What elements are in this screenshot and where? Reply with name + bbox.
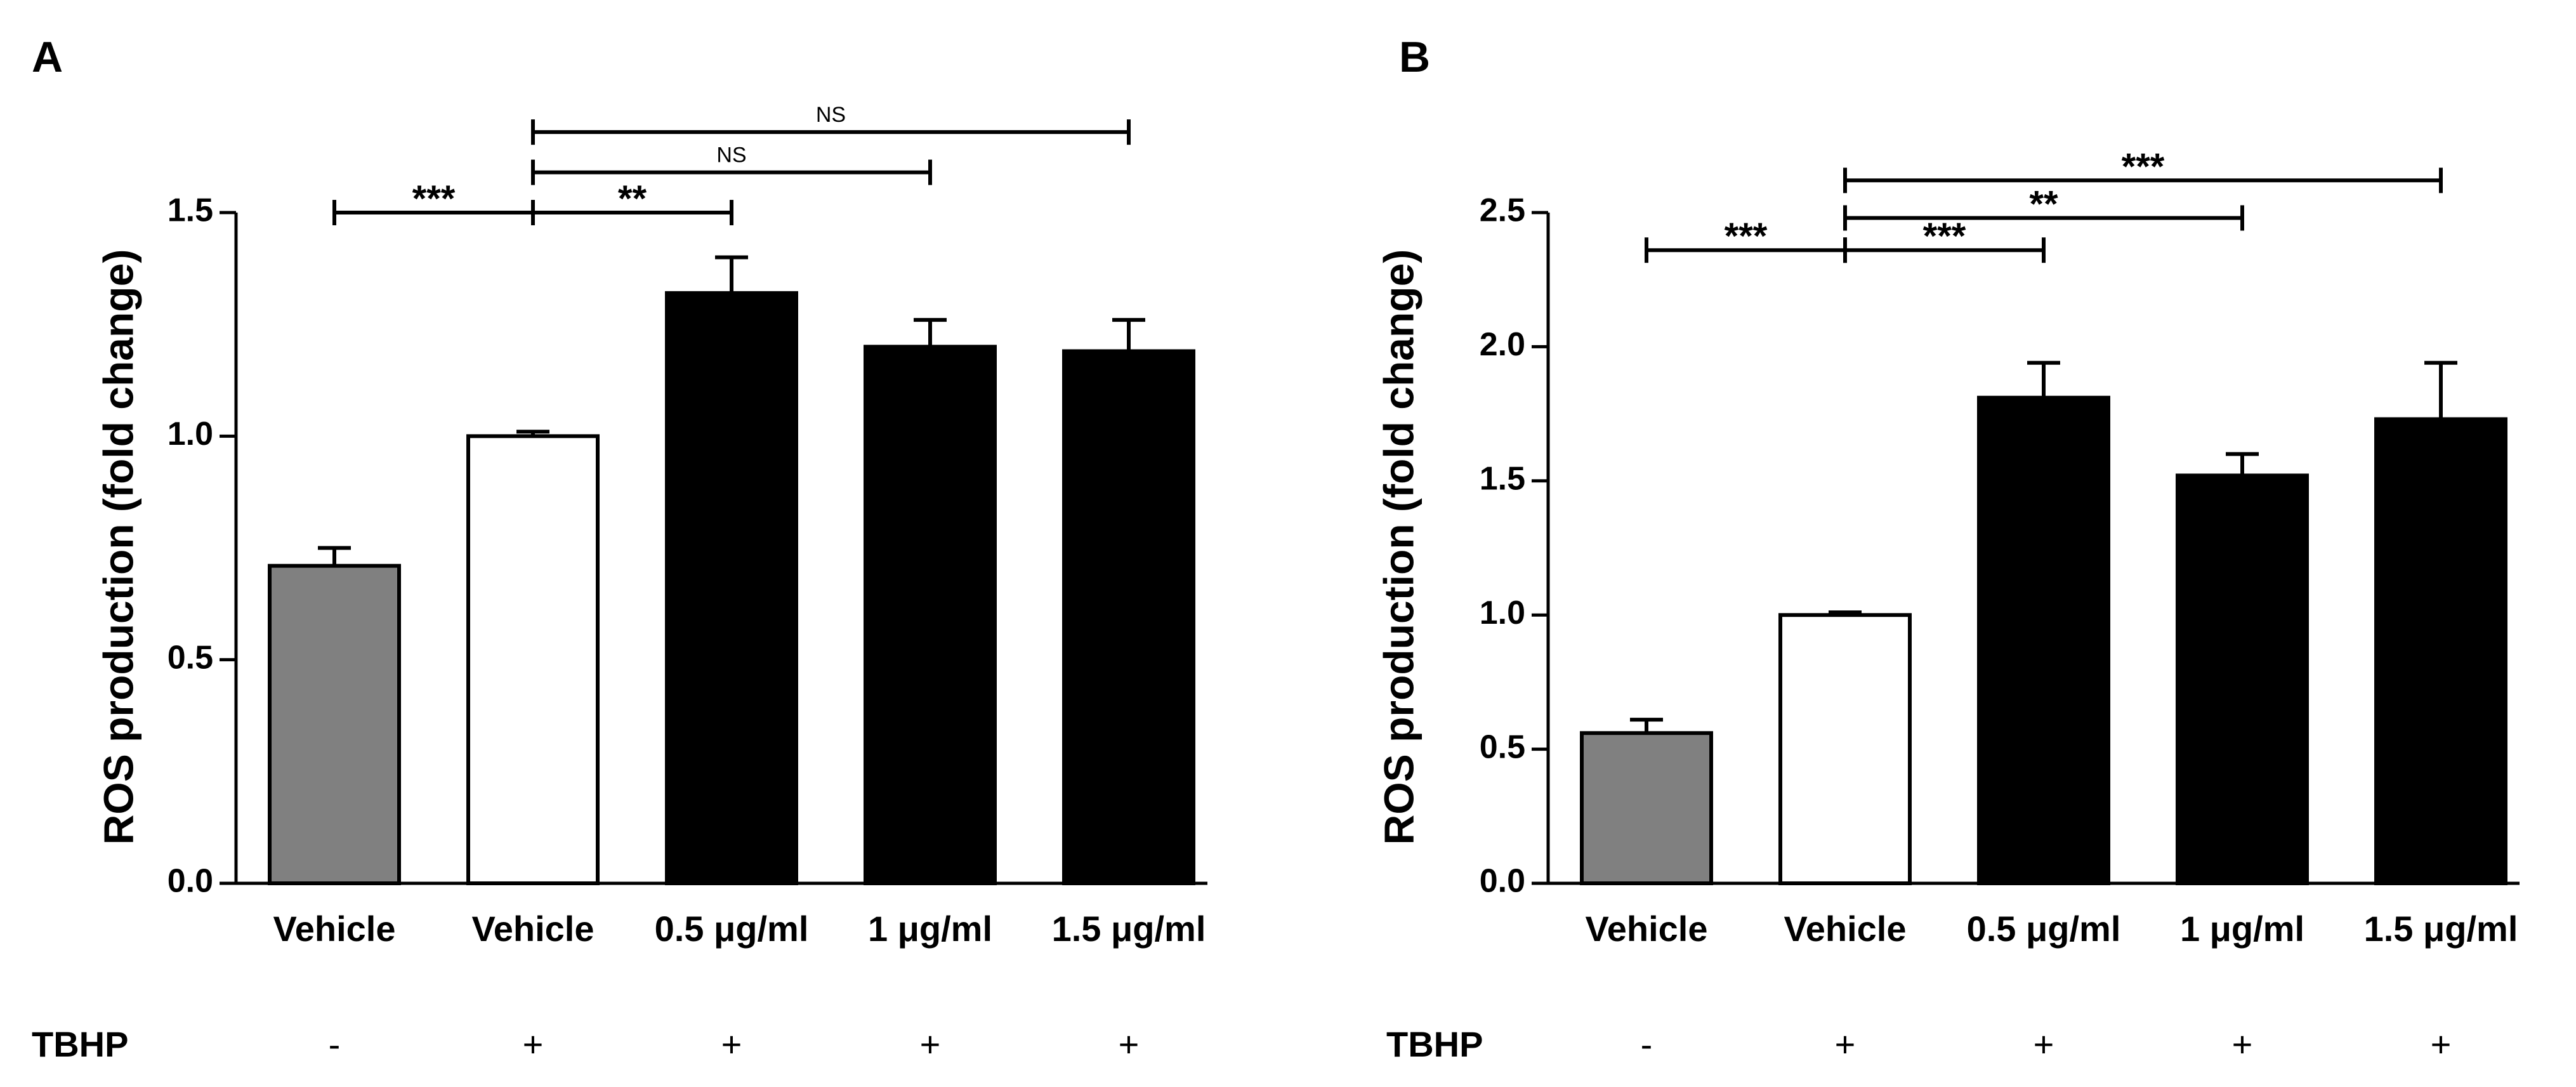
y-tick-label: 2.5 [1480, 192, 1525, 229]
bar [665, 291, 798, 885]
y-tick-label: 1.0 [168, 416, 213, 452]
category-label: Vehicle [1784, 909, 1906, 949]
y-tick-label: 1.0 [1480, 595, 1525, 631]
y-tick-label: 1.5 [168, 192, 213, 229]
bar [466, 434, 600, 885]
significance-label: ** [2029, 183, 2058, 225]
bar [1778, 613, 1912, 885]
treatment-sign: + [2232, 1024, 2253, 1064]
category-label: Vehicle [1585, 909, 1707, 949]
significance-label: NS [716, 143, 746, 168]
treatment-sign: + [523, 1024, 544, 1064]
panel-label: B [1399, 33, 1430, 81]
significance-label: *** [1923, 216, 1966, 257]
treatment-sign: + [1835, 1024, 1856, 1064]
category-label: 1 μg/ml [2180, 909, 2304, 949]
bar [2374, 417, 2507, 885]
y-axis-title: ROS production (fold change) [1375, 249, 1422, 845]
chart-panel-b: B 0.0 0.5 1.0 1.5 2.0 2.5 ROS production (fold … [1375, 33, 2520, 1064]
category-label: Vehicle [273, 909, 395, 949]
treatment-sign: + [2431, 1024, 2452, 1064]
category-label: 1.5 μg/ml [2364, 909, 2518, 949]
treatment-sign: - [1641, 1024, 1653, 1064]
category-label: 0.5 μg/ml [1967, 909, 2121, 949]
category-label: 0.5 μg/ml [655, 909, 809, 949]
y-tick-label: 0.5 [168, 639, 213, 676]
treatment-sign: + [2034, 1024, 2054, 1064]
bar [864, 345, 997, 885]
category-label: 1 μg/ml [868, 909, 992, 949]
y-tick-label: 0.0 [1480, 863, 1525, 900]
category-label: Vehicle [471, 909, 594, 949]
treatment-row-label: TBHP [1386, 1024, 1483, 1064]
treatment-sign: - [329, 1024, 341, 1064]
bar [1062, 349, 1195, 885]
treatment-sign: + [1119, 1024, 1140, 1064]
chart-panel-a: A 0.0 0.5 1.0 1.5 ROS production (fold change… [32, 33, 1207, 1064]
bar [2176, 473, 2309, 885]
treatment-sign: + [920, 1024, 941, 1064]
bar [1580, 731, 1713, 886]
treatment-row-label: TBHP [32, 1024, 128, 1064]
significance-label: *** [2122, 146, 2165, 187]
significance-label: *** [412, 178, 456, 220]
category-label: 1.5 μg/ml [1052, 909, 1206, 949]
bar [268, 563, 401, 885]
significance-label: *** [1725, 216, 1768, 257]
y-tick-label: 1.5 [1480, 461, 1525, 497]
y-axis-title: ROS production (fold change) [95, 249, 141, 845]
y-tick-label: 2.0 [1480, 326, 1525, 363]
panel-label: A [32, 33, 63, 81]
y-tick-label: 0.0 [168, 863, 213, 900]
y-tick-label: 0.5 [1480, 728, 1525, 765]
bar [1977, 395, 2110, 885]
significance-label: ** [618, 178, 647, 220]
significance-label: NS [816, 103, 846, 127]
treatment-sign: + [721, 1024, 742, 1064]
